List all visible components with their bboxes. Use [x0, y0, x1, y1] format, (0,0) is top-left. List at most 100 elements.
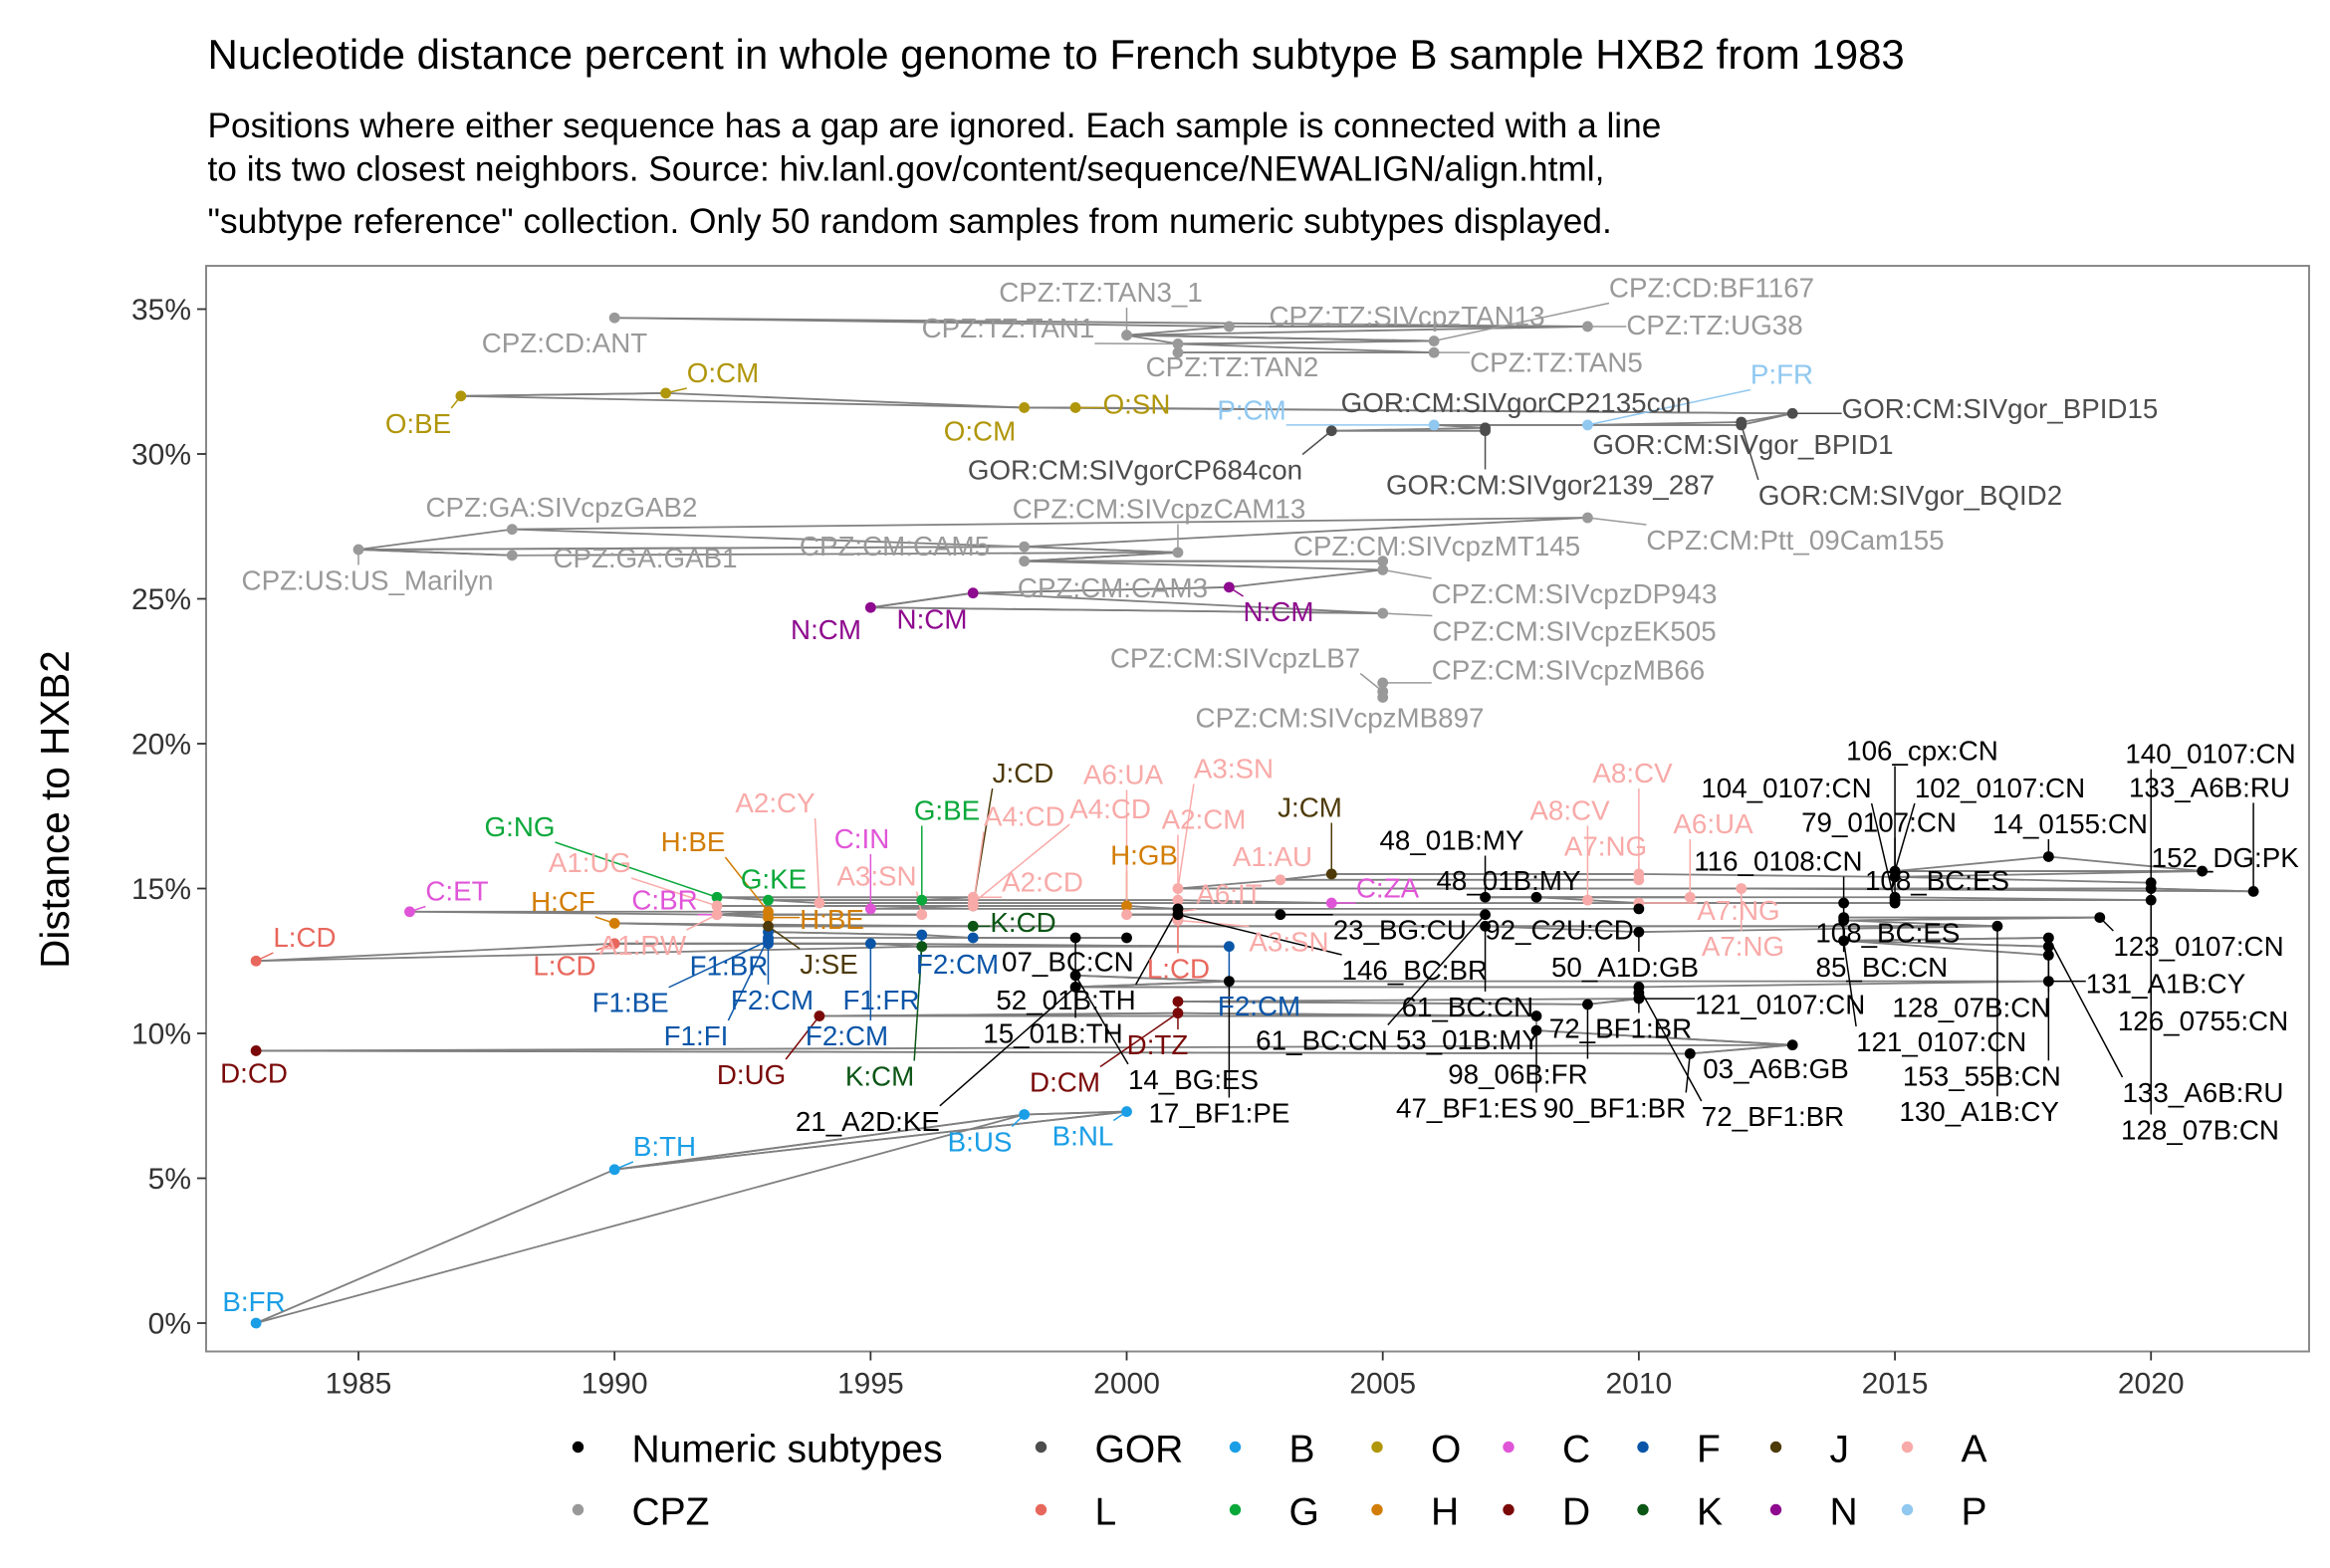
point-p-cm	[1428, 419, 1440, 431]
x-tick-label: 1990	[582, 1368, 648, 1401]
point-label-a6-ua: A6:UA	[1673, 808, 1753, 839]
point-label-j-cm: J:CM	[1278, 792, 1342, 823]
point-label-cpz-cm-sivcpzdp943: CPZ:CM:SIVcpzDP943	[1432, 578, 1718, 609]
legend-label: F	[1697, 1429, 1721, 1471]
point-label-131-a1b-cy: 131_A1B:CY	[2086, 969, 2245, 1000]
point-label-gor-cm-sivgor-bpid15: GOR:CM:SIVgor_BPID15	[1842, 393, 2159, 424]
legend-swatch	[1901, 1441, 1914, 1454]
point-label-a3-sn: A3:SN	[1249, 927, 1328, 958]
y-axis-label: Distance to HXB2	[32, 650, 78, 969]
point-98-06b-fr	[1582, 999, 1593, 1010]
label-leader-line	[1842, 940, 1857, 1027]
point-label-50-a1d-gb: 50_A1D:GB	[1551, 952, 1699, 983]
chart-title: Nucleotide distance percent in whole gen…	[208, 31, 1905, 78]
point-h-cf	[608, 918, 620, 929]
neighbor-edge	[1894, 855, 2049, 872]
point-labels: CPZ:CD:ANT CPZ:TZ:TAN3_1 CPZ:TZ:TAN1 CPZ:TZ…	[220, 273, 2299, 1318]
point-label-cpz-ga-sivcpzgab2: CPZ:GA:SIVcpzGAB2	[426, 492, 698, 523]
point-cpz-cd-ant	[608, 312, 620, 324]
point-o-be	[455, 390, 467, 402]
point-a1-rw	[711, 909, 723, 921]
neighbor-edge	[1126, 326, 1588, 336]
point-label-f1-be: F1:BE	[592, 988, 669, 1018]
point-label-p-cm: P:CM	[1217, 395, 1285, 426]
legend-swatch	[1035, 1441, 1048, 1454]
neighbor-edge	[1177, 878, 1281, 890]
point-cpz-tz-tan1	[1172, 338, 1184, 349]
neighbor-edge	[1177, 342, 1435, 354]
point-gor-cm-sivgor-bpid15	[1786, 407, 1798, 419]
point-label-cpz-cd-bf1167: CPZ:CD:BF1167	[1609, 273, 1814, 304]
point-label-k-cd: K:CD	[990, 907, 1055, 938]
point-label-48-01b-my: 48_01B:MY	[1436, 865, 1580, 896]
neighbor-edge	[1741, 412, 1793, 426]
neighbor-edge	[1126, 334, 1179, 345]
point-label-85-bc-cn: 85_BC:CN	[1816, 952, 1949, 983]
point-label-a4-cd: A4:CD	[984, 800, 1065, 831]
point-label-f2-cm: F2:CM	[1218, 991, 1300, 1021]
legend-item-n: N	[1769, 1491, 1858, 1534]
point-label-gor-cm-sivgor-bpid1: GOR:CM:SIVgor_BPID1	[1592, 429, 1893, 460]
point-label-h-be: H:BE	[800, 904, 864, 935]
legend-swatch	[572, 1503, 584, 1516]
point-label-b-us: B:US	[948, 1127, 1013, 1158]
point-label-gor-cm-sivgorcp2135con: GOR:CM:SIVgorCP2135con	[1341, 387, 1692, 418]
neighbor-edge	[256, 1049, 1691, 1055]
point-k-cd	[967, 920, 979, 932]
neighbor-edge	[1126, 905, 1179, 910]
point-a2-cm	[1172, 894, 1184, 906]
point-label-o-be: O:BE	[385, 408, 451, 439]
label-leader-line	[768, 925, 801, 950]
legend-swatch	[1901, 1503, 1914, 1516]
point-90-bf1-br	[1684, 1047, 1696, 1059]
point-a3-sn	[1172, 883, 1184, 894]
legend-swatch	[1035, 1503, 1048, 1516]
legend-label: P	[1962, 1491, 1987, 1534]
point-23-bg-cu	[1275, 909, 1286, 921]
label-leader-line	[1587, 388, 1751, 426]
legend-swatch	[1229, 1441, 1242, 1454]
x-tick-label: 1995	[837, 1368, 904, 1401]
legend-label: Numeric subtypes	[632, 1429, 943, 1471]
neighbor-edge	[255, 1113, 1025, 1324]
point-label-f1-br: F1:BR	[690, 951, 769, 982]
point-label-cpz-tz-sivcpztan13: CPZ:TZ:SIVcpzTAN13	[1269, 301, 1544, 332]
neighbor-edge	[973, 585, 1230, 594]
point-a1-ug	[711, 900, 723, 912]
legend-item-gor: GOR	[1035, 1429, 1183, 1471]
point-label-l-cd: L:CD	[273, 922, 336, 953]
neighbor-edge	[870, 606, 1383, 614]
point-14-bg-es	[1069, 970, 1081, 982]
neighbor-edge	[1024, 552, 1179, 562]
point-cpz-cm-sivcpzdp943	[1377, 564, 1389, 575]
label-leader-line	[1741, 424, 1759, 481]
point-label-g-ng: G:NG	[485, 811, 556, 842]
point-label-cpz-cm-sivcpzek505: CPZ:CM:SIVcpzEK505	[1432, 616, 1716, 647]
neighbor-edge	[614, 922, 769, 928]
point-label-g-be: G:BE	[914, 795, 980, 826]
point-f2-cm	[967, 932, 979, 944]
point-121-0107-cn	[1838, 935, 1850, 947]
neighbor-edge	[1024, 1110, 1127, 1116]
point-label-h-be: H:BE	[661, 826, 726, 857]
neighbor-edge	[1177, 1001, 1588, 1006]
legend-item-h: H	[1371, 1491, 1459, 1534]
point-label-121-0107-cn: 121_0107:CN	[1695, 990, 1865, 1020]
point-label-79-0107-cn: 79_0107:CN	[1801, 807, 1957, 838]
point-label-f2-cm: F2:CM	[916, 949, 999, 980]
point-153-55b-cn	[2042, 950, 2054, 961]
label-leader-line	[913, 946, 923, 1061]
point-a2-cd	[967, 891, 979, 903]
point-c-et	[404, 906, 415, 918]
point-label-14-0155-cn: 14_0155:CN	[1992, 808, 2148, 839]
neighbor-edge	[665, 391, 1025, 409]
point-n-cm	[967, 587, 979, 599]
point-130-a1b-cy	[1991, 920, 2003, 932]
neighbor-edge	[1638, 925, 1997, 934]
point-b-th	[608, 1164, 620, 1176]
point-61-bc-cn	[1480, 909, 1491, 921]
point-label-cpz-cm-ptt-09cam155: CPZ:CM:Ptt_09Cam155	[1646, 525, 1944, 556]
point-n-cm	[1223, 581, 1235, 593]
x-tick-label: 2005	[1349, 1368, 1416, 1401]
point-label-j-cd: J:CD	[993, 758, 1054, 788]
